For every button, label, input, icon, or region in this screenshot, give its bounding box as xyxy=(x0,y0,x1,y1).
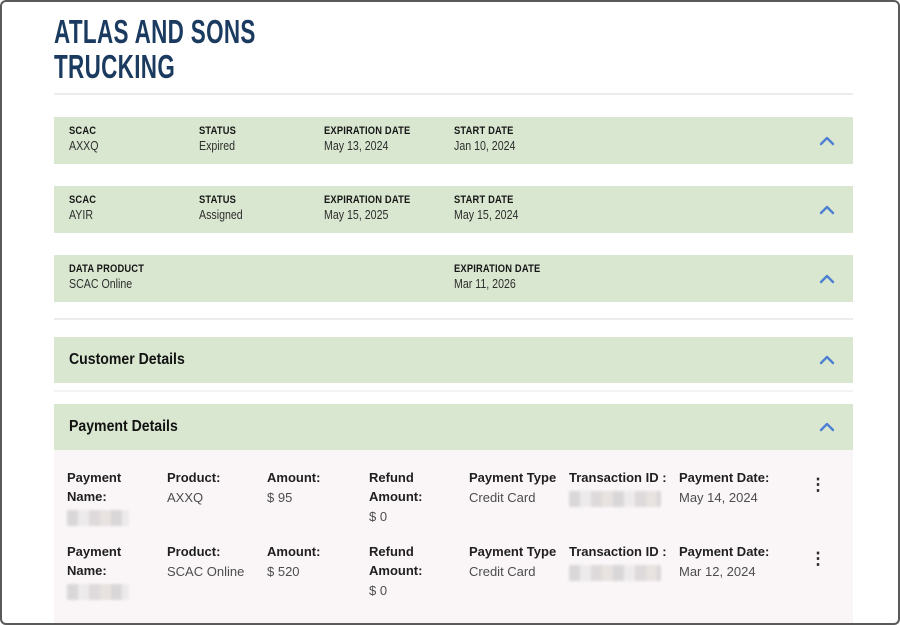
product-label: Product: xyxy=(167,544,221,559)
expiration-date-field: EXPIRATION DATE May 13, 2024 xyxy=(324,125,454,156)
start-date-label: START DATE xyxy=(454,194,514,206)
expiration-date-label: EXPIRATION DATE xyxy=(324,125,411,137)
payment-date-cell: Payment Date: May 14, 2024 xyxy=(679,468,797,526)
scac-label: SCAC xyxy=(69,125,97,137)
payment-date-cell: Payment Date: Mar 12, 2024 xyxy=(679,542,797,600)
status-value: Assigned xyxy=(199,208,243,222)
expiration-date-field: EXPIRATION DATE Mar 11, 2026 xyxy=(454,263,803,294)
payment-name-label: Payment Name: xyxy=(67,544,122,578)
data-product-value: SCAC Online xyxy=(69,277,133,291)
customer-details-header[interactable]: Customer Details xyxy=(54,337,853,383)
payment-date-value: May 14, 2024 xyxy=(679,490,758,505)
refund-amount-label: Refund Amount: xyxy=(369,470,423,504)
expiration-date-value: May 15, 2025 xyxy=(324,208,389,222)
amount-label: Amount: xyxy=(267,544,321,559)
top-divider xyxy=(54,93,853,95)
scac-label: SCAC xyxy=(69,194,97,206)
mid-divider xyxy=(54,318,853,320)
transaction-id-cell: Transaction ID : xyxy=(569,468,679,526)
status-field: STATUS Expired xyxy=(199,125,324,156)
payment-row: Payment Name: Product: SCAC Online Amoun… xyxy=(67,536,839,610)
data-product-label: DATA PRODUCT xyxy=(69,263,145,275)
customer-details-title: Customer Details xyxy=(69,351,185,368)
payment-type-value: Credit Card xyxy=(469,564,536,579)
refund-amount-label: Refund Amount: xyxy=(369,544,423,578)
chevron-up-icon[interactable] xyxy=(819,422,835,432)
redacted-payment-name xyxy=(67,584,129,600)
data-product-field: DATA PRODUCT SCAC Online xyxy=(69,263,454,294)
section-divider xyxy=(54,390,853,392)
payment-details-title: Payment Details xyxy=(69,418,178,435)
refund-amount-cell: Refund Amount: $ 0 xyxy=(369,542,469,600)
kebab-menu-icon[interactable]: ⋮ xyxy=(809,475,827,494)
transaction-id-label: Transaction ID : xyxy=(569,470,667,485)
amount-value: $ 95 xyxy=(267,490,293,505)
status-value: Expired xyxy=(199,139,236,153)
product-cell: Product: SCAC Online xyxy=(167,542,267,600)
payment-name-label: Payment Name: xyxy=(67,470,122,504)
refund-amount-value: $ 0 xyxy=(369,583,388,598)
status-label: STATUS xyxy=(199,194,237,206)
chevron-up-icon[interactable] xyxy=(819,205,835,215)
expiration-date-label: EXPIRATION DATE xyxy=(324,194,411,206)
page-title-line1: ATLAS AND SONS xyxy=(54,13,256,50)
redacted-transaction-id xyxy=(569,565,661,581)
scac-field: SCAC AXXQ xyxy=(69,125,199,156)
status-label: STATUS xyxy=(199,125,237,137)
payment-name-cell: Payment Name: xyxy=(67,542,167,600)
product-cell: Product: AXXQ xyxy=(167,468,267,526)
chevron-up-icon[interactable] xyxy=(819,355,835,365)
start-date-value: Jan 10, 2024 xyxy=(454,139,516,153)
data-product-card[interactable]: DATA PRODUCT SCAC Online EXPIRATION DATE… xyxy=(54,255,853,302)
page-title-line2: TRUCKING xyxy=(54,48,176,85)
expiration-date-value: Mar 11, 2026 xyxy=(454,277,516,291)
refund-amount-cell: Refund Amount: $ 0 xyxy=(369,468,469,526)
scac-value: AXXQ xyxy=(69,139,99,153)
scac-card-axxq[interactable]: SCAC AXXQ STATUS Expired EXPIRATION DATE… xyxy=(54,117,853,164)
amount-cell: Amount: $ 520 xyxy=(267,542,369,600)
amount-label: Amount: xyxy=(267,470,321,485)
chevron-up-icon[interactable] xyxy=(819,136,835,146)
refund-amount-value: $ 0 xyxy=(369,509,388,524)
payment-name-cell: Payment Name: xyxy=(67,468,167,526)
start-date-field: START DATE May 15, 2024 xyxy=(454,194,803,225)
payment-date-value: Mar 12, 2024 xyxy=(679,564,756,579)
page-title: ATLAS AND SONS TRUCKING xyxy=(54,14,597,86)
payment-date-label: Payment Date: xyxy=(679,470,770,485)
redacted-payment-name xyxy=(67,510,129,526)
start-date-label: START DATE xyxy=(454,125,514,137)
payment-type-label: Payment Type xyxy=(469,470,557,485)
payment-type-cell: Payment Type Credit Card xyxy=(469,542,569,600)
amount-value: $ 520 xyxy=(267,564,300,579)
chevron-up-icon[interactable] xyxy=(819,274,835,284)
amount-cell: Amount: $ 95 xyxy=(267,468,369,526)
expiration-date-value: May 13, 2024 xyxy=(324,139,389,153)
status-field: STATUS Assigned xyxy=(199,194,324,225)
expiration-date-label: EXPIRATION DATE xyxy=(454,263,541,275)
scac-card-ayir[interactable]: SCAC AYIR STATUS Assigned EXPIRATION DAT… xyxy=(54,186,853,233)
redacted-transaction-id xyxy=(569,491,661,507)
payment-type-label: Payment Type xyxy=(469,544,557,559)
transaction-id-label: Transaction ID : xyxy=(569,544,667,559)
product-label: Product: xyxy=(167,470,221,485)
product-value: SCAC Online xyxy=(167,564,245,579)
start-date-field: START DATE Jan 10, 2024 xyxy=(454,125,803,156)
expiration-date-field: EXPIRATION DATE May 15, 2025 xyxy=(324,194,454,225)
scac-field: SCAC AYIR xyxy=(69,194,199,225)
kebab-menu-icon[interactable]: ⋮ xyxy=(809,549,827,568)
transaction-id-cell: Transaction ID : xyxy=(569,542,679,600)
payment-details-panel: Payment Name: Product: AXXQ Amount: $ 95… xyxy=(54,450,853,623)
payment-date-label: Payment Date: xyxy=(679,544,770,559)
payment-type-cell: Payment Type Credit Card xyxy=(469,468,569,526)
scac-value: AYIR xyxy=(69,208,94,222)
payment-row: Payment Name: Product: AXXQ Amount: $ 95… xyxy=(67,462,839,536)
payment-details-header[interactable]: Payment Details xyxy=(54,404,853,450)
start-date-value: May 15, 2024 xyxy=(454,208,519,222)
payment-type-value: Credit Card xyxy=(469,490,536,505)
product-value: AXXQ xyxy=(167,490,204,505)
